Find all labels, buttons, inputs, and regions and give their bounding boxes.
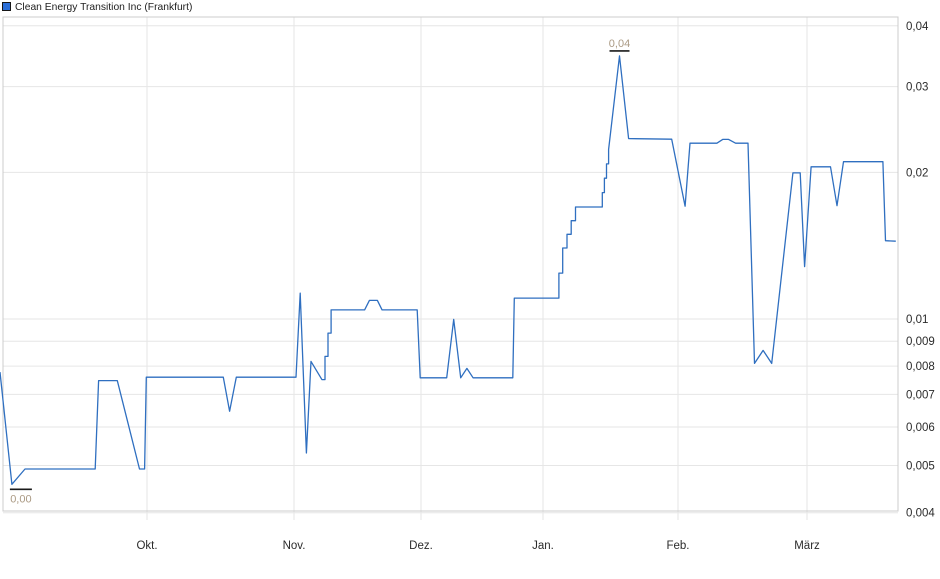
svg-text:März: März: [794, 540, 820, 552]
svg-text:Feb.: Feb.: [666, 540, 689, 552]
svg-text:0,04: 0,04: [906, 21, 929, 33]
svg-text:Jan.: Jan.: [532, 540, 554, 552]
svg-text:0,007: 0,007: [906, 389, 935, 401]
svg-text:0,03: 0,03: [906, 82, 928, 94]
svg-text:Dez.: Dez.: [409, 540, 433, 552]
svg-text:Okt.: Okt.: [136, 540, 157, 552]
svg-text:0,006: 0,006: [906, 422, 935, 434]
svg-text:0,009: 0,009: [906, 336, 935, 348]
svg-text:0,008: 0,008: [906, 361, 935, 373]
svg-text:0,004: 0,004: [906, 508, 935, 520]
svg-text:Nov.: Nov.: [283, 540, 306, 552]
svg-text:0,00: 0,00: [10, 493, 31, 505]
svg-text:0,04: 0,04: [609, 38, 630, 50]
svg-text:0,02: 0,02: [906, 167, 928, 179]
svg-text:0,005: 0,005: [906, 461, 935, 473]
svg-text:0,01: 0,01: [906, 314, 928, 326]
